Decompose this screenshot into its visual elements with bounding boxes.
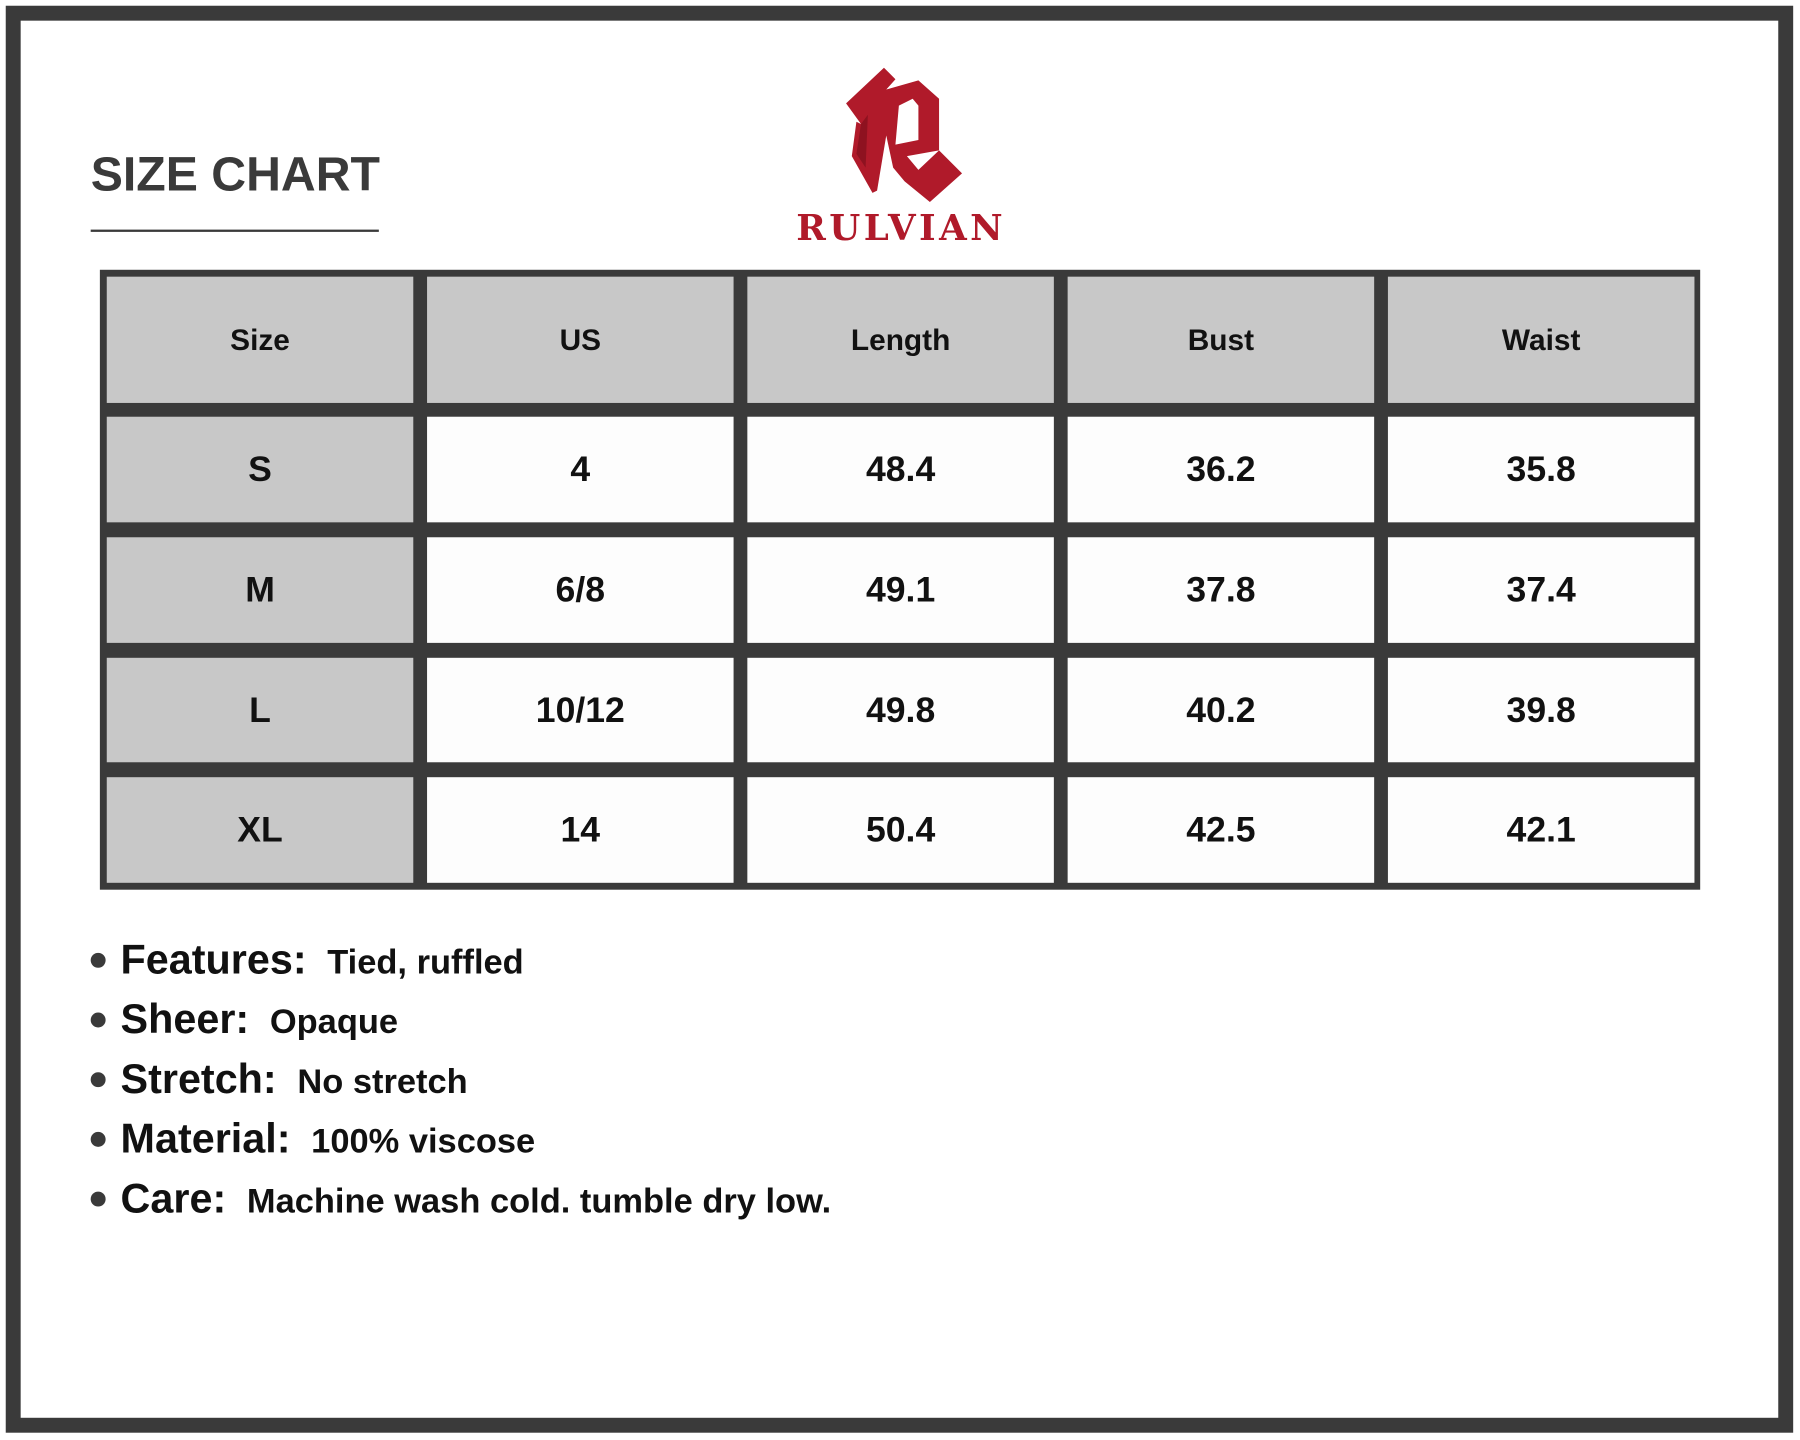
value-cell: 10/12 <box>427 657 734 763</box>
header-cell: Bust <box>1067 276 1375 403</box>
value-cell: 49.1 <box>747 537 1054 643</box>
bullet-icon <box>90 952 106 968</box>
size-cell: S <box>106 416 414 523</box>
value-cell: 4 <box>427 416 734 523</box>
feature-item: Stretch: No stretch <box>90 1055 468 1103</box>
page-title: SIZE CHART <box>90 146 380 201</box>
bullet-icon <box>90 1131 106 1147</box>
feature-item: Material: 100% viscose <box>90 1114 536 1163</box>
feature-value: Machine wash cold. tumble dry low. <box>246 1182 832 1221</box>
brand-name: RULVIAN <box>796 207 1007 250</box>
feature-label: Features: <box>120 935 307 983</box>
value-cell: 50.4 <box>747 777 1054 883</box>
header-cell: Size <box>106 276 414 403</box>
feature-label: Care: <box>120 1174 227 1222</box>
feature-value: 100% viscose <box>311 1122 536 1161</box>
header-cell: Length <box>747 276 1054 403</box>
header-cell: US <box>427 276 734 403</box>
feature-value: Opaque <box>269 1003 399 1042</box>
value-cell: 42.1 <box>1387 777 1695 883</box>
value-cell: 36.2 <box>1067 416 1375 523</box>
feature-label: Material: <box>120 1114 291 1162</box>
feature-value: Tied, ruffled <box>327 943 524 982</box>
feature-label: Sheer: <box>120 995 250 1043</box>
value-cell: 39.8 <box>1387 657 1695 763</box>
value-cell: 37.4 <box>1387 537 1695 643</box>
feature-value: No stretch <box>297 1063 468 1101</box>
feature-item: Care: Machine wash cold. tumble dry low. <box>90 1174 832 1222</box>
rulvian-logo-icon <box>846 67 963 203</box>
size-cell: M <box>106 537 414 643</box>
header-cell: Waist <box>1387 276 1695 403</box>
feature-label: Stretch: <box>120 1055 277 1103</box>
value-cell: 48.4 <box>747 416 1054 523</box>
bullet-icon <box>90 1071 106 1087</box>
value-cell: 6/8 <box>427 537 734 643</box>
value-cell: 49.8 <box>747 657 1054 763</box>
feature-item: Sheer: Opaque <box>90 995 399 1043</box>
value-cell: 37.8 <box>1067 537 1375 643</box>
size-table: Size US Length Bust Waist S 4 48.4 36.2 35.8 M 6/8 4… <box>99 269 1701 890</box>
value-cell: 42.5 <box>1067 777 1375 883</box>
size-cell: L <box>106 657 414 763</box>
title-underline <box>90 229 379 232</box>
size-cell: XL <box>106 777 414 883</box>
value-cell: 40.2 <box>1067 657 1375 763</box>
bullet-icon <box>90 1191 106 1206</box>
value-cell: 14 <box>427 777 734 883</box>
bullet-icon <box>90 1011 106 1027</box>
feature-item: Features: Tied, ruffled <box>90 935 524 984</box>
value-cell: 35.8 <box>1387 416 1695 523</box>
